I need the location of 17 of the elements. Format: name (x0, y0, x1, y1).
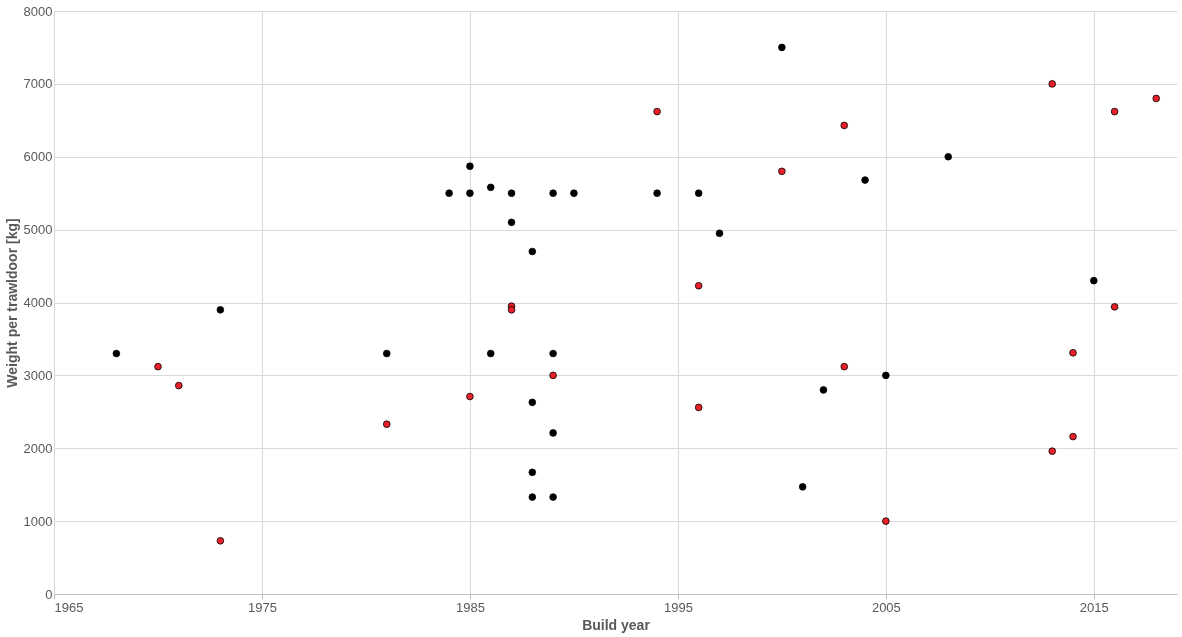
y-tick-label: 4000 (23, 295, 53, 310)
y-tick-label: 8000 (23, 3, 53, 19)
y-tick-label: 7000 (23, 76, 53, 92)
y-tick-label: 1000 (23, 513, 53, 529)
x-axis-title: Build year (582, 616, 651, 633)
x-tick-label: 1965 (54, 599, 84, 615)
y-tick-label: 0 (45, 586, 53, 602)
x-tick-label: 1995 (663, 599, 693, 615)
y-tick-label: 5000 (23, 222, 53, 238)
x-tick-label: 1975 (248, 599, 277, 615)
y-tick-label: 2000 (23, 440, 53, 456)
x-tick-label: 2005 (871, 599, 901, 615)
x-tick-label: 2015 (1079, 599, 1109, 615)
y-axis-title: Weight per trawldoor [kg] (3, 218, 20, 388)
y-tick-label: 3000 (23, 367, 53, 383)
y-tick-label: 6000 (23, 149, 53, 165)
x-tick-label: 1985 (455, 599, 485, 615)
